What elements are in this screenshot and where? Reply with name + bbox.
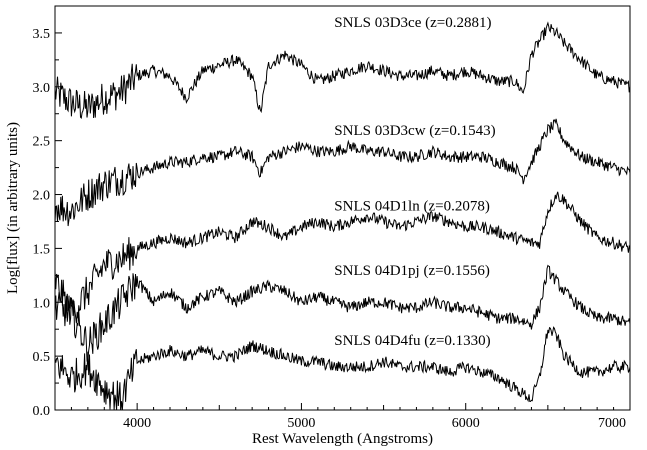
y-tick-label: 3.0 xyxy=(33,81,51,96)
x-axis-title: Rest Wavelength (Angstroms) xyxy=(252,431,433,447)
y-axis-ticks: 0.0 0.5 1.0 1.5 2.0 2.5 3.0 3.5 xyxy=(33,27,62,419)
y-tick-label: 2.5 xyxy=(33,135,51,150)
y-axis-title: Log[flux] (in arbitrary units) xyxy=(5,122,21,294)
x-tick-label: 5000 xyxy=(287,416,315,431)
plot-frame xyxy=(54,5,631,411)
spectrum-line-2 xyxy=(54,191,631,325)
spectra-lines xyxy=(54,21,631,411)
spectrum-line-0 xyxy=(54,21,631,120)
x-tick-label: 6000 xyxy=(452,416,480,431)
spectrum-line-4 xyxy=(54,326,631,411)
spectrum-label-4: SNLS 04D4fu (z=0.1330) xyxy=(334,333,490,349)
y-tick-label: 2.0 xyxy=(33,189,51,204)
y-tick-label: 1.0 xyxy=(33,296,51,311)
spectrum-line-1 xyxy=(54,118,631,227)
spectrum-label-3: SNLS 04D1pj (z=0.1556) xyxy=(334,263,490,279)
y-tick-label: 0.5 xyxy=(33,350,51,365)
x-tick-label: 4000 xyxy=(123,416,151,431)
spectrum-label-2: SNLS 04D1ln (z=0.2078) xyxy=(334,198,490,214)
x-tick-label: 7000 xyxy=(598,416,626,431)
y-tick-label: 1.5 xyxy=(33,242,51,257)
y-tick-label: 3.5 xyxy=(33,27,51,42)
y-tick-label: 0.0 xyxy=(33,404,51,419)
spectrum-label-1: SNLS 03D3cw (z=0.1543) xyxy=(334,123,495,139)
x-axis-ticks: 4000 5000 6000 7000 xyxy=(70,403,631,431)
spectrum-labels: SNLS 03D3ce (z=0.2881) SNLS 03D3cw (z=0.1… xyxy=(334,15,495,349)
spectrum-label-0: SNLS 03D3ce (z=0.2881) xyxy=(334,15,491,31)
spectrum-line-3 xyxy=(54,264,631,362)
